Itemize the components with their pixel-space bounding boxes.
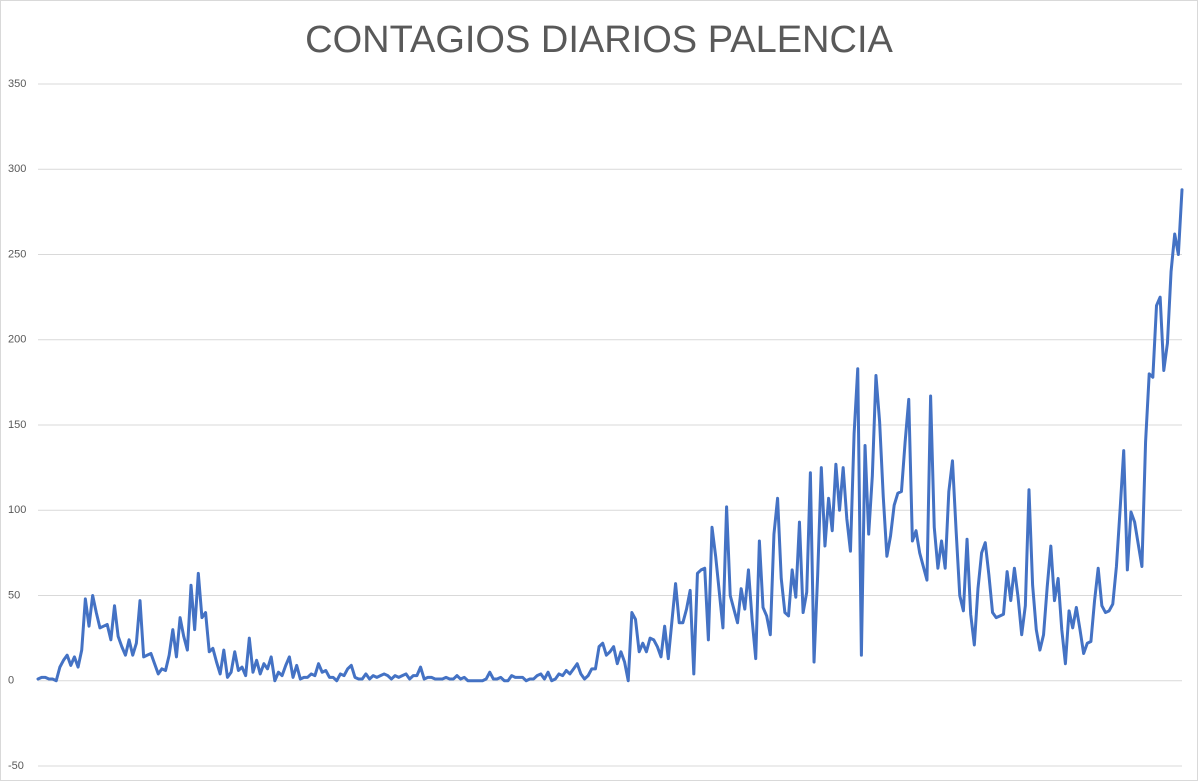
y-tick-label: 350 xyxy=(8,78,26,90)
y-tick-label: 0 xyxy=(8,675,14,687)
y-tick-label: -50 xyxy=(8,760,24,772)
y-tick-label: 150 xyxy=(8,419,26,431)
y-tick-label: 200 xyxy=(8,334,26,346)
y-tick-label: 300 xyxy=(8,163,26,175)
chart-title: CONTAGIOS DIARIOS PALENCIA xyxy=(305,19,893,61)
y-tick-label: 50 xyxy=(8,589,20,601)
y-tick-label: 250 xyxy=(8,248,26,260)
data-line xyxy=(36,188,1184,683)
y-tick-label: 100 xyxy=(8,504,26,516)
